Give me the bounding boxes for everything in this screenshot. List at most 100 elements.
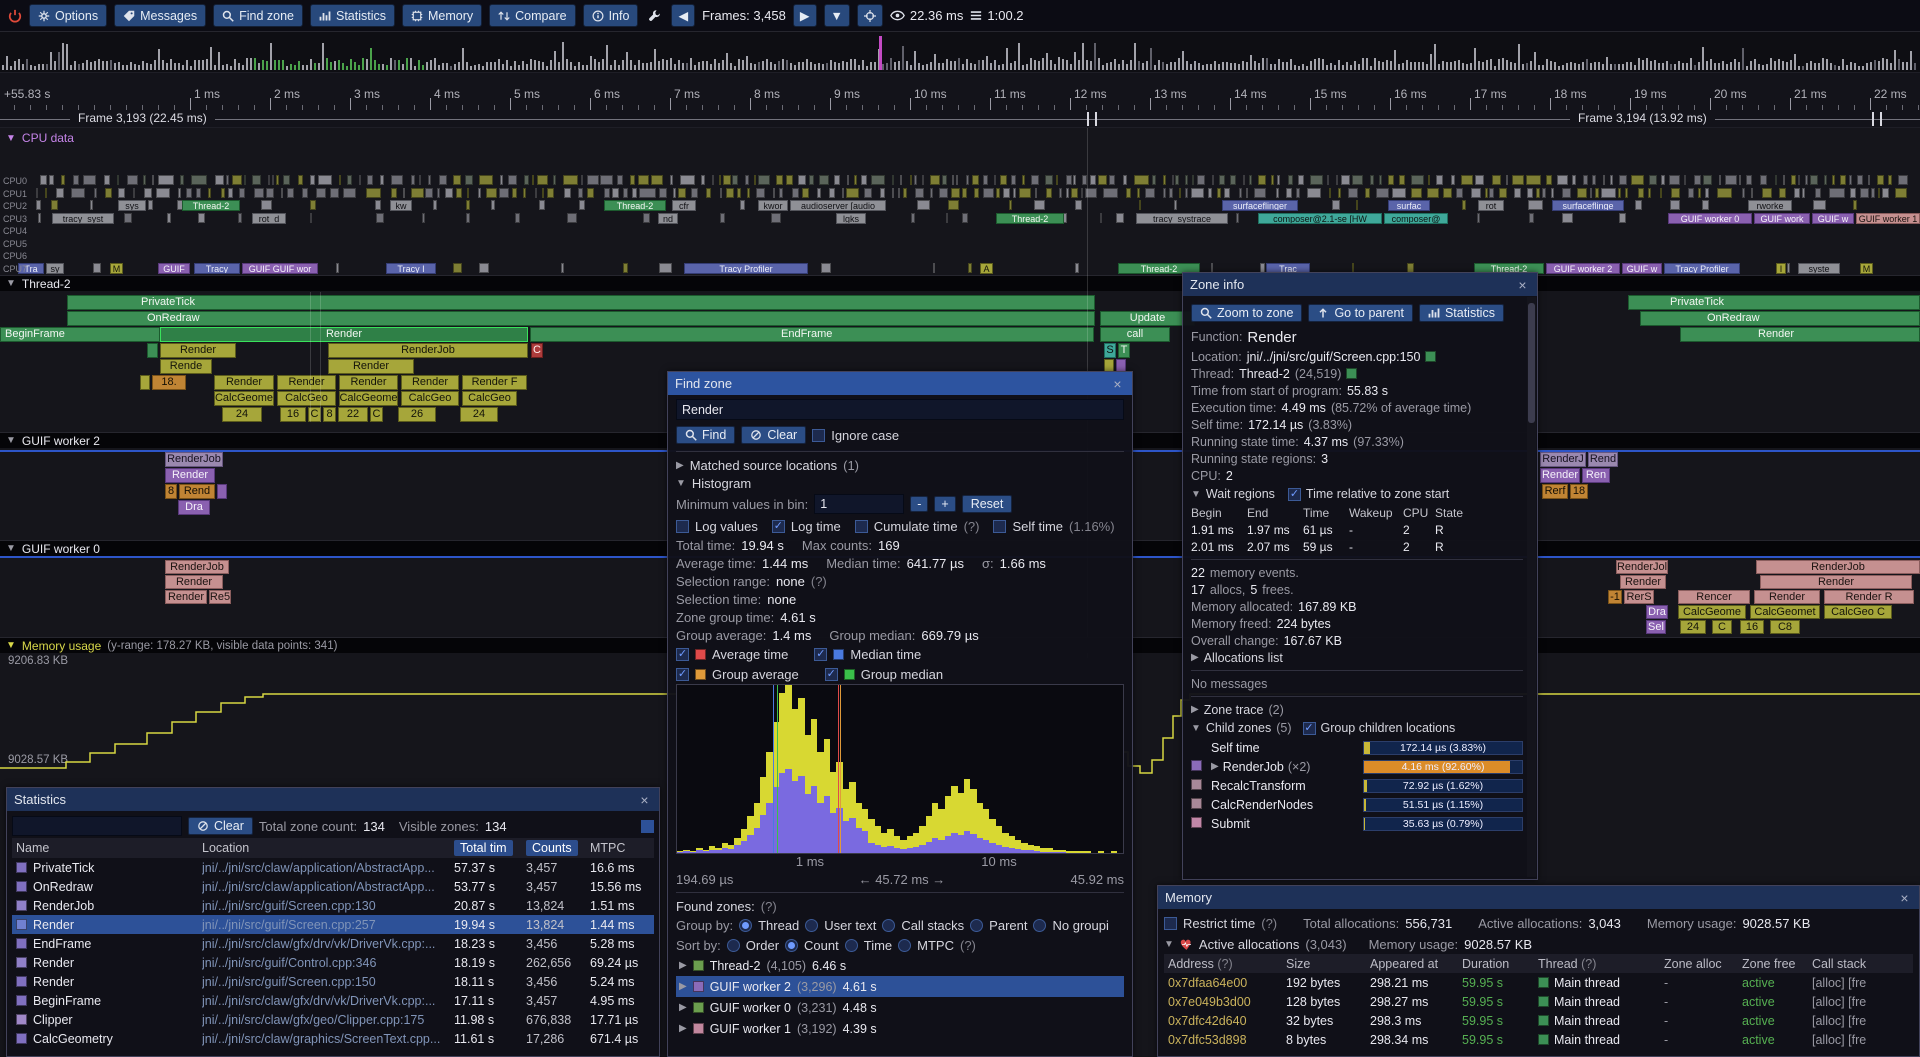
cpu-zone[interactable]: [604, 188, 610, 198]
toolbar-button-info[interactable]: Info: [583, 4, 639, 27]
cpu-zone[interactable]: [1217, 188, 1221, 198]
cpu-zone[interactable]: [651, 175, 663, 185]
cpu-zone[interactable]: [723, 175, 731, 185]
zone-render[interactable]: Render: [339, 375, 398, 390]
cpu-zone[interactable]: [1590, 188, 1592, 198]
cpu-zone[interactable]: [567, 213, 577, 223]
cpu-zone[interactable]: [1075, 200, 1082, 210]
cpu-zone[interactable]: [36, 200, 41, 210]
cpu-zone[interactable]: [156, 188, 170, 198]
zone-c8[interactable]: C8: [1770, 620, 1800, 634]
cpu-zone[interactable]: [773, 188, 775, 198]
zone-calcgeome[interactable]: CalcGeome: [339, 391, 398, 406]
cpu-zone[interactable]: [946, 213, 948, 223]
zone-render[interactable]: Render: [1760, 575, 1912, 589]
cpu-zone[interactable]: [1000, 175, 1007, 185]
cpu-zone[interactable]: [1705, 188, 1709, 198]
cpu-zone[interactable]: [892, 175, 894, 185]
cpu-zone[interactable]: [922, 175, 924, 185]
cpu-zone[interactable]: [124, 213, 132, 223]
cpu-zone[interactable]: [1618, 188, 1621, 198]
cpu-zone[interactable]: [1310, 175, 1323, 185]
cpu-zone[interactable]: [238, 213, 242, 223]
cpu-zone[interactable]: [90, 200, 93, 210]
zone-rencer[interactable]: Rencer: [1678, 590, 1750, 604]
cpu-zone[interactable]: [1529, 213, 1534, 223]
cpu-zone[interactable]: [994, 175, 996, 185]
cpu-zone[interactable]: [1868, 175, 1870, 185]
cpu-zone[interactable]: [1081, 188, 1083, 198]
cpu-zone[interactable]: [1703, 175, 1712, 185]
cumulate-time-checkbox[interactable]: [855, 520, 868, 533]
sort-by-time-radio[interactable]: [845, 939, 858, 952]
histogram-expander[interactable]: ▼Histogram: [676, 474, 1124, 492]
cpu-zone[interactable]: [1791, 175, 1796, 185]
zone-calcgeomet[interactable]: CalcGeomet: [1750, 605, 1820, 619]
cpu-zone-guif-worker-2[interactable]: GUIF worker 2: [1546, 263, 1620, 274]
cpu-zone[interactable]: [359, 175, 361, 185]
zone-24[interactable]: 24: [1680, 620, 1706, 634]
cpu-zone[interactable]: [1219, 175, 1225, 185]
clear-button[interactable]: Clear: [741, 426, 806, 444]
cpu-zone[interactable]: [581, 175, 583, 185]
cpu-zone[interactable]: [1022, 175, 1025, 185]
cpu-zone[interactable]: [1542, 188, 1546, 198]
cpu-zone[interactable]: [1428, 175, 1430, 185]
wait-column-header[interactable]: CPU: [1403, 506, 1435, 520]
cpu-zone[interactable]: [366, 188, 381, 198]
cpu-zone[interactable]: [167, 213, 171, 223]
cpu-zone[interactable]: [1356, 200, 1358, 210]
self-time-checkbox[interactable]: [993, 520, 1006, 533]
cpu-zone[interactable]: [871, 175, 885, 185]
cpu-zone[interactable]: [1499, 188, 1507, 198]
cpu-zone[interactable]: [1528, 200, 1543, 210]
group-by-parent-radio[interactable]: [970, 919, 983, 932]
cpu-zone[interactable]: [144, 188, 152, 198]
cpu-zone[interactable]: [104, 175, 110, 185]
cpu-zone[interactable]: [578, 188, 583, 198]
cpu-zone[interactable]: [1648, 188, 1651, 198]
cpu-zone[interactable]: [1336, 175, 1338, 185]
zone-16[interactable]: 16: [280, 407, 306, 422]
cpu-zone[interactable]: [1595, 188, 1599, 198]
cpu-zone[interactable]: [564, 188, 571, 198]
cpu-zone[interactable]: [1832, 175, 1835, 185]
cpu-zone[interactable]: [228, 188, 233, 198]
toolbar-button-statistics[interactable]: Statistics: [310, 4, 395, 27]
cpu-zone[interactable]: [1810, 175, 1818, 185]
cpu-zone[interactable]: [951, 188, 960, 198]
cpu-zone[interactable]: [133, 188, 135, 198]
cpu-zone[interactable]: [439, 175, 447, 185]
cpu-zone[interactable]: [1258, 175, 1266, 185]
cpu-zone[interactable]: [974, 188, 979, 198]
found-zone-group[interactable]: ▶GUIF worker 1(3,192)4.39 s: [676, 1018, 1124, 1039]
cpu-zone-guif-worker-0[interactable]: GUIF worker 0: [1668, 213, 1752, 224]
zone-8[interactable]: 8: [165, 484, 177, 499]
memory-column-header[interactable]: Size: [1286, 957, 1370, 971]
cpu-zone[interactable]: [983, 188, 994, 198]
cpu-zone[interactable]: [1338, 188, 1341, 198]
cpu-zone-m[interactable]: M: [110, 263, 123, 274]
wait-region-row[interactable]: 1.91 ms1.97 ms61 µs-2R: [1191, 521, 1523, 538]
cpu-zone[interactable]: [537, 175, 548, 185]
cpu-zone[interactable]: [680, 175, 695, 185]
cpu-zone[interactable]: [428, 175, 431, 185]
cpu-zone[interactable]: [1601, 188, 1616, 198]
cpu-zone[interactable]: [56, 188, 64, 198]
cpu-zone[interactable]: [659, 188, 667, 198]
cpu-zone[interactable]: [1365, 188, 1370, 198]
cpu-zone[interactable]: [809, 175, 814, 185]
cpu-zone[interactable]: [1739, 175, 1741, 185]
cpu-zone[interactable]: [239, 188, 245, 198]
relative-time-checkbox[interactable]: [1288, 488, 1301, 501]
thread2-section-header[interactable]: ▼Thread-2: [0, 275, 1920, 291]
cpu-zone[interactable]: [1688, 188, 1694, 198]
cpu-zone[interactable]: [1123, 175, 1127, 185]
cpu-zone[interactable]: [861, 175, 867, 185]
cpu-zone[interactable]: [771, 213, 781, 223]
cpu-zone[interactable]: [491, 200, 495, 210]
cpu-zone[interactable]: [1888, 175, 1892, 185]
cpu-zone[interactable]: [391, 188, 397, 198]
cpu-zone[interactable]: [930, 188, 933, 198]
column-header[interactable]: Counts: [526, 840, 578, 856]
